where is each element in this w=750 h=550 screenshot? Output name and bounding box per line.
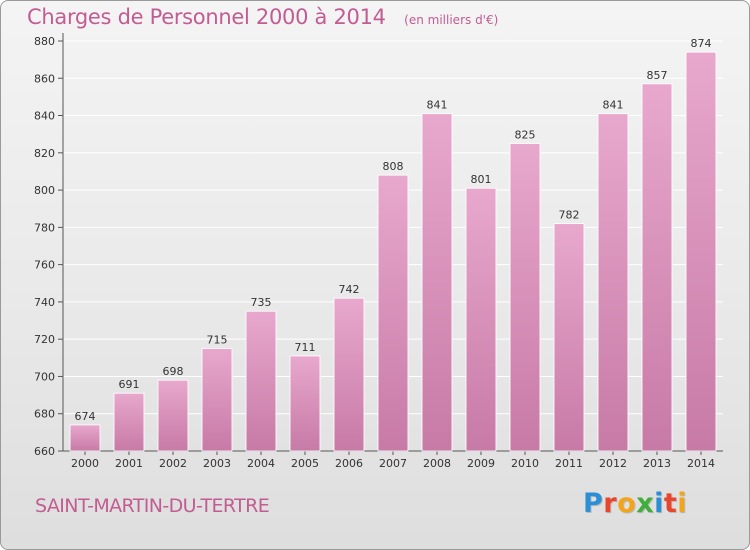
bar xyxy=(597,113,629,452)
bar xyxy=(201,348,233,452)
bar xyxy=(113,392,145,452)
data-label: 742 xyxy=(339,283,360,296)
x-tick-label: 2009 xyxy=(467,457,495,470)
bar xyxy=(421,113,453,452)
y-tick-label: 740 xyxy=(34,296,55,309)
x-tick-label: 2007 xyxy=(379,457,407,470)
x-tick-label: 2012 xyxy=(599,457,627,470)
logo-letter: t xyxy=(663,488,678,519)
chart-title: Charges de Personnel 2000 à 2014 xyxy=(27,5,386,29)
y-tick-label: 660 xyxy=(34,445,55,458)
proxiti-logo: Proxiti xyxy=(583,488,687,519)
logo-letter: i xyxy=(654,488,664,519)
bar xyxy=(685,51,717,452)
data-label: 674 xyxy=(75,410,96,423)
logo-letter: x xyxy=(636,488,655,519)
data-label: 825 xyxy=(515,129,536,142)
y-tick-label: 880 xyxy=(34,35,55,48)
data-label: 874 xyxy=(691,37,712,50)
data-label: 841 xyxy=(603,99,624,112)
logo-letter: o xyxy=(617,488,637,519)
bar xyxy=(245,310,277,452)
logo-letter: r xyxy=(603,488,618,519)
bar xyxy=(157,379,189,452)
bar xyxy=(69,424,101,452)
unit-note: (en milliers d'€) xyxy=(404,13,499,27)
x-tick-label: 2010 xyxy=(511,457,539,470)
x-tick-label: 2005 xyxy=(291,457,319,470)
y-tick-label: 760 xyxy=(34,259,55,272)
y-tick-label: 680 xyxy=(34,408,55,421)
bar xyxy=(465,187,497,452)
data-label: 808 xyxy=(383,160,404,173)
data-label: 711 xyxy=(295,341,316,354)
y-tick-label: 720 xyxy=(34,333,55,346)
bar xyxy=(553,223,585,452)
x-tick-label: 2013 xyxy=(643,457,671,470)
bar xyxy=(641,83,673,452)
bar xyxy=(333,297,365,452)
x-tick-label: 2002 xyxy=(159,457,187,470)
x-tick-label: 2006 xyxy=(335,457,363,470)
x-tick-label: 2001 xyxy=(115,457,143,470)
data-label: 801 xyxy=(471,173,492,186)
y-tick-label: 860 xyxy=(34,72,55,85)
data-label: 691 xyxy=(119,378,140,391)
y-tick-label: 840 xyxy=(34,110,55,123)
data-label: 841 xyxy=(427,99,448,112)
x-tick-label: 2008 xyxy=(423,457,451,470)
data-label: 735 xyxy=(251,296,272,309)
y-tick-label: 820 xyxy=(34,147,55,160)
data-label: 698 xyxy=(163,365,184,378)
data-labels: 674 691 698 715 735 711 742 808 841 801 825 782 841 8… xyxy=(75,37,712,423)
bar xyxy=(289,355,321,452)
x-tick-label: 2011 xyxy=(555,457,583,470)
data-label: 715 xyxy=(207,334,228,347)
bar xyxy=(377,174,409,452)
bar xyxy=(509,143,541,452)
logo-letter: i xyxy=(677,488,688,519)
title-row: Charges de Personnel 2000 à 2014 (en mil… xyxy=(27,5,498,29)
commune-name: SAINT-MARTIN-DU-TERTRE xyxy=(35,495,270,517)
y-tick-label: 800 xyxy=(34,184,55,197)
y-tick-label: 700 xyxy=(34,370,55,383)
x-tick-label: 2003 xyxy=(203,457,231,470)
x-tick-label: 2014 xyxy=(687,457,715,470)
data-label: 857 xyxy=(647,69,668,82)
bars xyxy=(69,51,717,452)
data-label: 782 xyxy=(559,209,580,222)
y-tick-label: 780 xyxy=(34,221,55,234)
logo-letter: P xyxy=(583,488,604,519)
x-tick-label: 2000 xyxy=(71,457,99,470)
x-tick-label: 2004 xyxy=(247,457,275,470)
